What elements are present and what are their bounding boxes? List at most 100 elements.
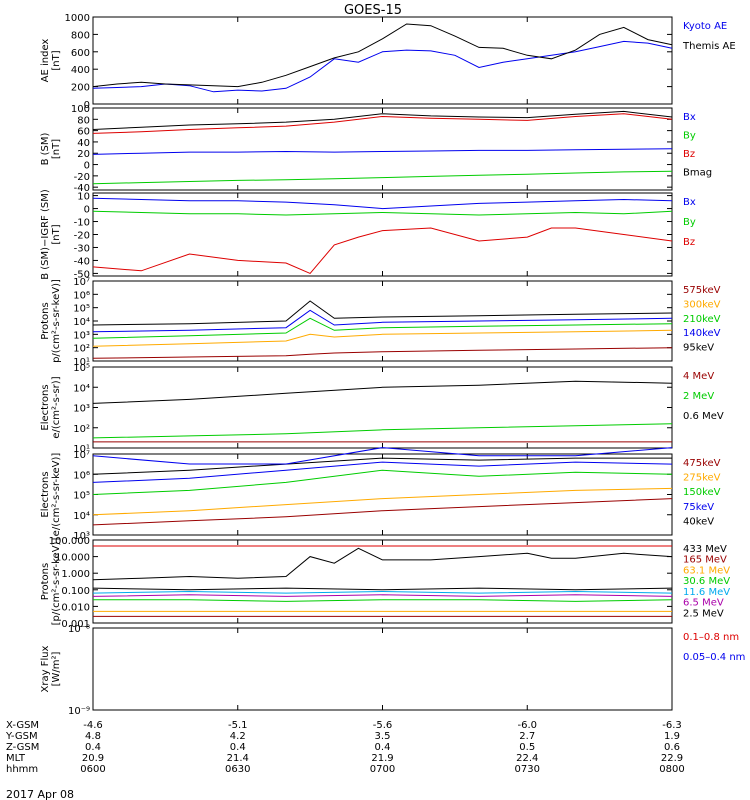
y-tick-label: 200 xyxy=(71,83,90,94)
y-tick-label: 100 xyxy=(71,104,90,115)
y-tick-label: 400 xyxy=(71,65,90,76)
y-axis-label: AE index xyxy=(40,39,51,83)
x-axis-value: 4.2 xyxy=(230,731,246,742)
y-tick-label: 20 xyxy=(77,149,90,160)
series-line-bz xyxy=(92,227,673,275)
legend-entry: 30.6 MeV xyxy=(683,576,730,587)
y-tick-label: 1000 xyxy=(65,13,90,24)
x-axis-value: 0700 xyxy=(370,764,395,775)
y-axis-label: Electrons xyxy=(40,471,51,517)
legend-entry: 2.5 MeV xyxy=(683,608,724,619)
x-axis-value: 20.9 xyxy=(82,753,104,764)
x-axis-row-label: hhmm xyxy=(6,764,38,775)
y-axis-label: [nT] xyxy=(51,224,62,244)
legend-entry: Kyoto AE xyxy=(683,21,727,32)
panel-8-frame xyxy=(92,627,673,711)
legend-entry: By xyxy=(683,217,696,228)
legend-entry: 0.6 MeV xyxy=(683,411,724,422)
y-axis-label: B (SM)−IGRF (SM) xyxy=(40,189,51,280)
series-line-433-mev xyxy=(92,547,673,581)
x-axis-value: 21.4 xyxy=(227,753,249,764)
y-tick-label: 10³ xyxy=(73,404,90,415)
series-line-themis-ae xyxy=(92,23,673,88)
series-line-210kev xyxy=(92,317,673,339)
y-axis-label: e/(cm²-s-sr-keV)] xyxy=(51,453,62,537)
y-tick-label: 10⁷ xyxy=(73,450,90,461)
series-line-150kev xyxy=(92,469,673,495)
panel-6-frame xyxy=(92,453,673,536)
x-axis-value: 0.4 xyxy=(375,742,391,753)
legend-entry: 6.5 MeV xyxy=(683,598,724,609)
y-tick-label: 10⁶ xyxy=(73,470,90,481)
y-tick-label: 10⁴ xyxy=(73,511,90,522)
y-axis-label: Xray Flux xyxy=(40,645,51,692)
legend-entry: By xyxy=(683,131,696,142)
x-axis-value: 22.4 xyxy=(516,753,538,764)
y-tick-label: 0.001 xyxy=(61,619,90,630)
series-line-bz xyxy=(92,113,673,134)
series-line-300kev xyxy=(92,329,673,347)
series-line-2-5-mev xyxy=(92,587,673,591)
legend-entry: Bz xyxy=(683,237,695,248)
legend-entry: Bx xyxy=(683,112,696,123)
y-tick-label: 10 xyxy=(77,192,90,203)
legend-entry: 0.1–0.8 nm xyxy=(683,632,739,643)
legend-entry: 40keV xyxy=(683,516,714,527)
series-line-95kev xyxy=(92,300,673,326)
x-axis-value: 21.9 xyxy=(371,753,393,764)
legend-entry: Bx xyxy=(683,197,696,208)
y-tick-label: 60 xyxy=(77,127,90,138)
series-line-0-05-0-4-nm xyxy=(92,447,673,465)
y-tick-label: 10⁻⁸ xyxy=(68,624,90,635)
y-tick-label: -10 xyxy=(74,218,90,229)
panel-7-frame xyxy=(92,539,673,624)
x-axis-value: 22.9 xyxy=(661,753,683,764)
x-axis-value: 0.4 xyxy=(85,742,101,753)
y-tick-label: 10.000 xyxy=(55,553,90,564)
y-tick-label: 600 xyxy=(71,48,90,59)
series-line-30-6-mev xyxy=(93,599,673,602)
x-axis-value: 3.5 xyxy=(375,731,391,742)
y-tick-label: 10⁵ xyxy=(73,363,90,374)
x-axis-row-label: Y-GSM xyxy=(5,731,38,742)
y-tick-label: -40 xyxy=(74,256,90,267)
panel-3-frame xyxy=(92,192,673,277)
y-tick-label: 10⁷ xyxy=(73,277,90,288)
legend-entry: Bz xyxy=(683,149,695,160)
y-tick-label: 40 xyxy=(77,138,90,149)
legend-entry: 75keV xyxy=(683,502,714,513)
x-axis-value: 4.8 xyxy=(85,731,101,742)
series-line-6-5-mev xyxy=(92,594,673,597)
y-axis-label: B (SM) xyxy=(40,132,51,165)
x-axis-row-label: Z-GSM xyxy=(6,742,39,753)
legend-entry: 140keV xyxy=(683,328,721,339)
x-axis-row-label: X-GSM xyxy=(6,720,39,731)
y-tick-label: -20 xyxy=(74,231,90,242)
x-axis-value: -6.0 xyxy=(517,720,537,731)
legend-entry: 2 MeV xyxy=(683,391,714,402)
legend-entry: 0.05–0.4 nm xyxy=(683,652,745,663)
y-tick-label: 0.010 xyxy=(61,602,90,613)
y-tick-label: -50 xyxy=(74,269,90,280)
x-axis-value: 0.4 xyxy=(230,742,246,753)
legend-entry: 275keV xyxy=(683,473,721,484)
x-axis-value: -4.6 xyxy=(83,720,103,731)
y-axis-label: e/(cm²-s-sr)] xyxy=(51,376,62,438)
legend-entry: 575keV xyxy=(683,285,721,296)
x-axis-value: -5.1 xyxy=(228,720,248,731)
series-line-11-6-mev xyxy=(92,590,673,594)
y-tick-label: 0.100 xyxy=(61,586,90,597)
y-tick-label: 0 xyxy=(84,161,90,172)
series-line-575kev xyxy=(92,347,673,359)
y-tick-label: 10⁴ xyxy=(73,317,90,328)
y-axis-label: [W/m²] xyxy=(51,651,62,686)
x-axis-value: 0.6 xyxy=(664,742,680,753)
y-tick-label: 10² xyxy=(73,344,90,355)
x-axis-row-label: MLT xyxy=(6,753,26,764)
y-tick-label: -20 xyxy=(74,172,90,183)
y-tick-label: 100.000 xyxy=(49,536,90,547)
y-tick-label: 10⁵ xyxy=(73,491,90,502)
x-axis-value: 0800 xyxy=(659,764,684,775)
figure-date: 2017 Apr 08 xyxy=(6,788,74,800)
y-tick-label: 10¹ xyxy=(73,357,90,368)
